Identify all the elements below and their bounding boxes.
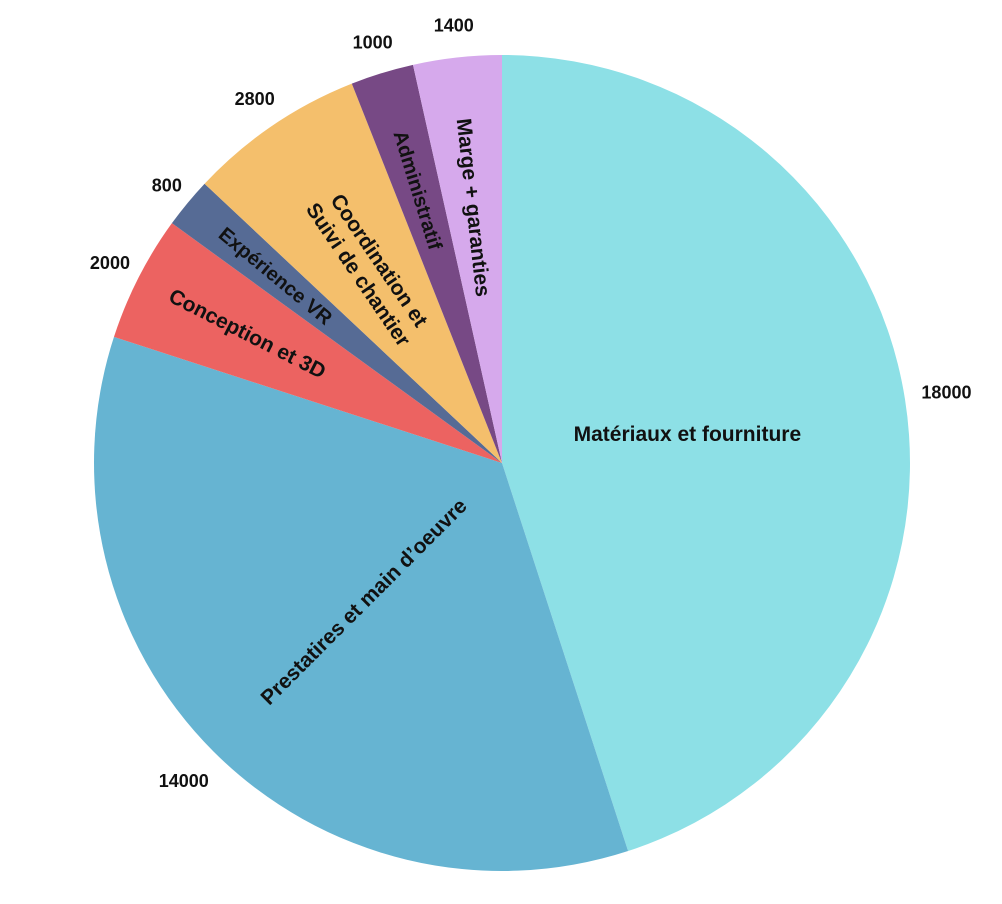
- value-label-prestatires-et-main-d-oeuvre: 14000: [159, 771, 209, 791]
- value-label-experience-vr: 800: [152, 176, 182, 196]
- pie-slice-administratif: [351, 64, 502, 463]
- pie-slice-materiaux-et-fourniture: [502, 55, 910, 852]
- value-label-materiaux-et-fourniture: 18000: [921, 383, 971, 403]
- pie-slice-experience-vr: [171, 183, 503, 463]
- pie-slice-marge-garanties: [413, 55, 502, 463]
- pie-slice-conception-et-3d: [113, 223, 502, 463]
- value-label-conception-et-3d: 2000: [90, 253, 130, 273]
- value-labels: 18000 14000 2000 800 2800 1000 1400: [90, 16, 972, 792]
- pie-slice-coordination-et-suivi-de-chantier: [204, 83, 502, 464]
- value-label-coordination-et-suivi-de-chantier: 2800: [235, 89, 275, 109]
- pie-slices: [94, 55, 910, 871]
- value-label-marge-garanties: 1400: [434, 16, 474, 36]
- slice-label-materiaux-et-fourniture: Matériaux et fourniture: [574, 423, 802, 446]
- pie-slice-prestatires-et-main-d-oeuvre: [94, 336, 629, 871]
- value-label-administratif: 1000: [353, 32, 393, 52]
